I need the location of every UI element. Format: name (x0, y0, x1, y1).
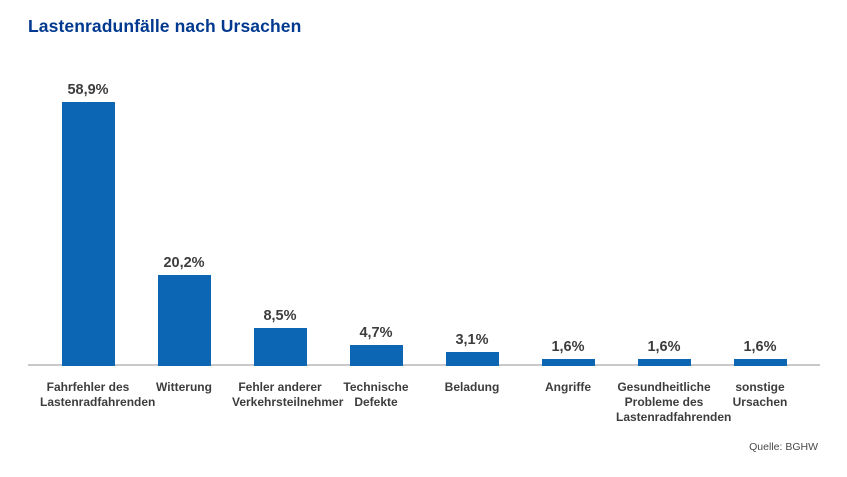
category-label-line: Lastenradfahrenden (616, 410, 732, 424)
plot-area: 58,9% 20,2% 8,5% 4,7% 3,1% 1,6% 1,6% 1,6% (28, 76, 820, 366)
category-label-line: Angriffe (545, 380, 591, 394)
value-label: 20,2% (163, 255, 205, 271)
category-label-line: Technische (343, 380, 409, 394)
value-label: 1,6% (647, 339, 681, 355)
value-label: 1,6% (743, 339, 777, 355)
value-label: 8,5% (263, 308, 297, 324)
bar (541, 359, 595, 366)
value-label: 3,1% (455, 332, 489, 348)
category-labels-row: Fahrfehler des Lastenradfahrenden Witterun… (40, 380, 808, 425)
category-label-line: Probleme des (624, 395, 704, 409)
bar-column: 8,5% (232, 76, 328, 366)
bar-column: 1,6% (520, 76, 616, 366)
category-label: Fahrfehler des Lastenradfahrenden (40, 380, 156, 425)
bar (157, 275, 211, 366)
bar (733, 359, 787, 366)
value-label: 58,9% (67, 82, 109, 98)
bar-column: 58,9% (40, 76, 136, 366)
category-label: Angriffe (520, 380, 616, 425)
category-label-line: Gesundheitliche (617, 380, 711, 394)
value-label: 4,7% (359, 325, 393, 341)
category-label: Gesundheitliche Probleme des Lastenradfahr… (616, 380, 732, 425)
bar (61, 102, 115, 366)
bar-column: 1,6% (616, 76, 712, 366)
bar (637, 359, 691, 366)
category-label: sonstige Ursachen (712, 380, 808, 425)
category-label-line: Fehler anderer (238, 380, 322, 394)
bar (445, 352, 499, 366)
value-label: 1,6% (551, 339, 585, 355)
category-label-line: Witterung (156, 380, 212, 394)
category-label: Beladung (424, 380, 520, 425)
bar-column: 1,6% (712, 76, 808, 366)
chart-title: Lastenradunfälle nach Ursachen (28, 16, 302, 36)
bar (349, 345, 403, 366)
category-label: Witterung (136, 380, 232, 425)
category-label: Fehler anderer Verkehrsteilnehmer (232, 380, 344, 425)
bar-column: 3,1% (424, 76, 520, 366)
category-label-line: Verkehrsteilnehmer (232, 395, 344, 409)
bar (253, 328, 307, 366)
category-label-line: Ursachen (732, 395, 788, 409)
category-label: Technische Defekte (328, 380, 424, 425)
source-note: Quelle: BGHW (749, 441, 818, 453)
category-label-line: Defekte (354, 395, 398, 409)
category-label-line: Lastenradfahrenden (40, 395, 156, 409)
category-label-line: Beladung (444, 380, 500, 394)
bar-column: 20,2% (136, 76, 232, 366)
category-label-line: sonstige (735, 380, 785, 394)
x-axis-line (28, 364, 820, 366)
bar-column: 4,7% (328, 76, 424, 366)
category-label-line: Fahrfehler des (46, 380, 130, 394)
